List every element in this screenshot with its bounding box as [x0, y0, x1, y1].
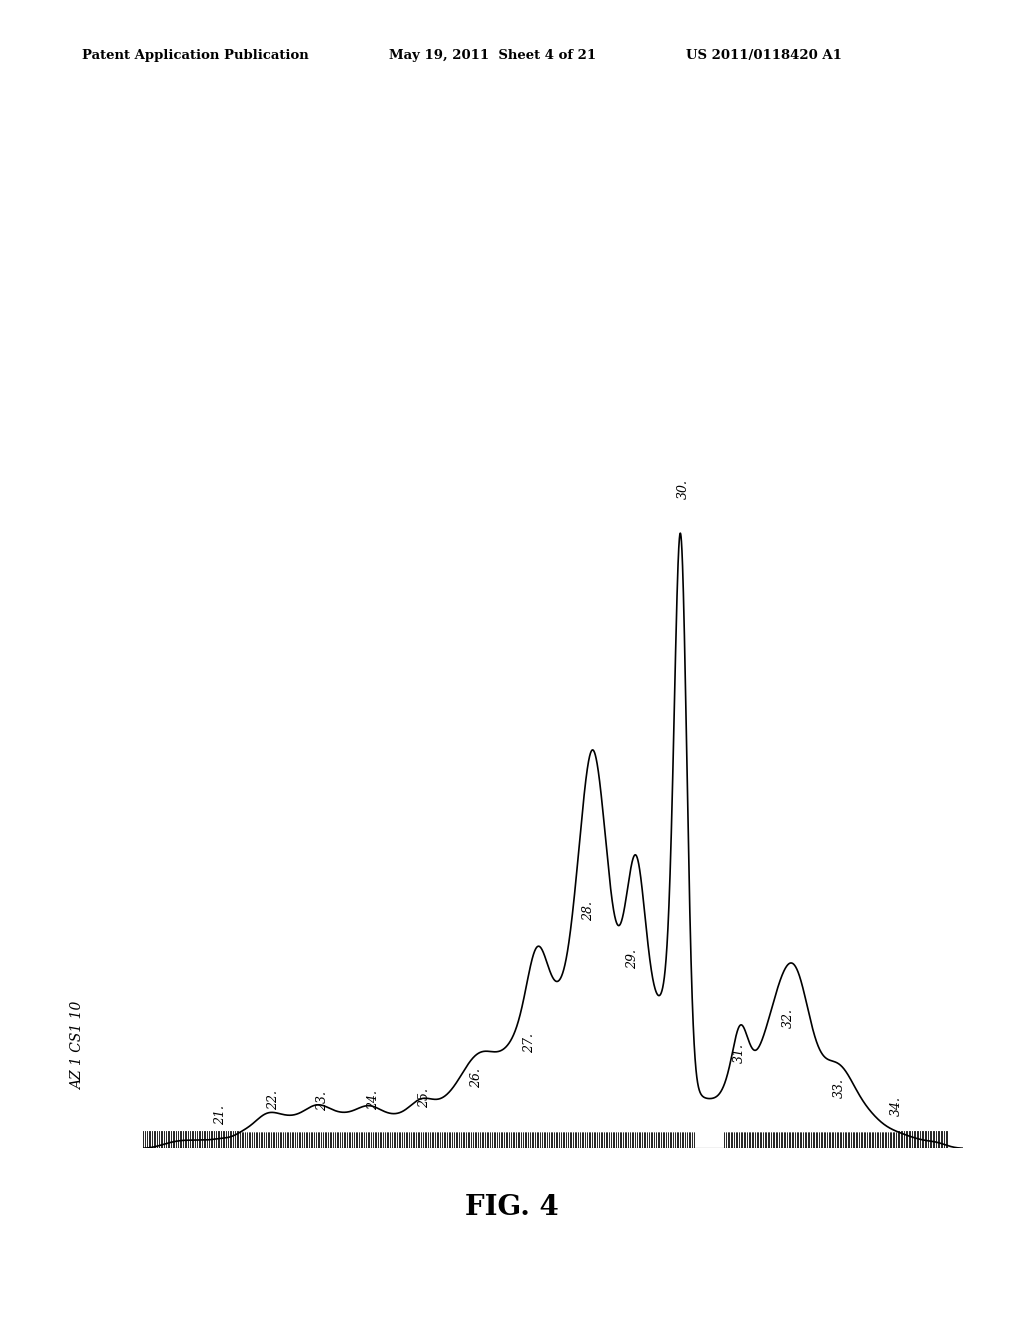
- Text: 21.: 21.: [214, 1105, 226, 1125]
- Text: 29.: 29.: [626, 949, 639, 969]
- Text: 34.: 34.: [890, 1097, 902, 1117]
- Text: Patent Application Publication: Patent Application Publication: [82, 49, 308, 62]
- Text: US 2011/0118420 A1: US 2011/0118420 A1: [686, 49, 842, 62]
- Text: 24.: 24.: [368, 1090, 380, 1110]
- Text: 28.: 28.: [583, 900, 595, 921]
- Text: 23.: 23.: [316, 1092, 329, 1111]
- Text: 25.: 25.: [419, 1089, 431, 1109]
- Text: 31.: 31.: [733, 1044, 746, 1064]
- Text: 22.: 22.: [267, 1090, 281, 1110]
- Text: May 19, 2011  Sheet 4 of 21: May 19, 2011 Sheet 4 of 21: [389, 49, 596, 62]
- Text: 33.: 33.: [834, 1078, 846, 1098]
- Text: FIG. 4: FIG. 4: [465, 1195, 559, 1221]
- Text: 27.: 27.: [523, 1034, 537, 1053]
- Text: 30.: 30.: [677, 479, 690, 499]
- Text: 32.: 32.: [782, 1008, 795, 1028]
- Text: 26.: 26.: [470, 1068, 482, 1088]
- Text: AZ 1 CS1 10: AZ 1 CS1 10: [71, 1002, 85, 1090]
